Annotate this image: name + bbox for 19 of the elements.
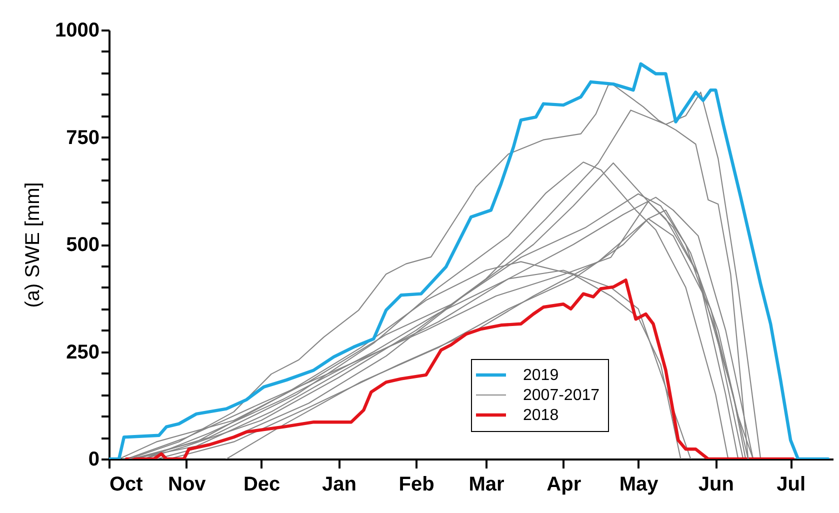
x-tick-label: Dec bbox=[243, 474, 280, 496]
x-tick-label: Jun bbox=[698, 474, 734, 496]
y-tick-label: 0 bbox=[88, 448, 100, 470]
x-tick-label: Jul bbox=[776, 474, 806, 496]
legend-label: 2007-2017 bbox=[523, 387, 600, 404]
legend-label: 2019 bbox=[523, 367, 559, 384]
x-tick-label: May bbox=[619, 474, 660, 496]
x-tick-label: Apr bbox=[546, 474, 582, 496]
x-tick-label: Mar bbox=[468, 474, 504, 496]
y-tick-label: 1000 bbox=[55, 20, 100, 42]
y-tick-label: 250 bbox=[66, 341, 100, 364]
y-axis-title: (a) SWE [mm] bbox=[22, 182, 44, 308]
legend-label: 2018 bbox=[523, 407, 559, 424]
y-tick-label: 500 bbox=[66, 234, 100, 256]
x-tick-label: Nov bbox=[168, 474, 207, 496]
y-tick-label: 750 bbox=[66, 126, 100, 149]
x-tick-label: Feb bbox=[398, 474, 434, 496]
x-tick-label: Jan bbox=[322, 474, 356, 496]
x-tick-label: Oct bbox=[110, 474, 144, 496]
